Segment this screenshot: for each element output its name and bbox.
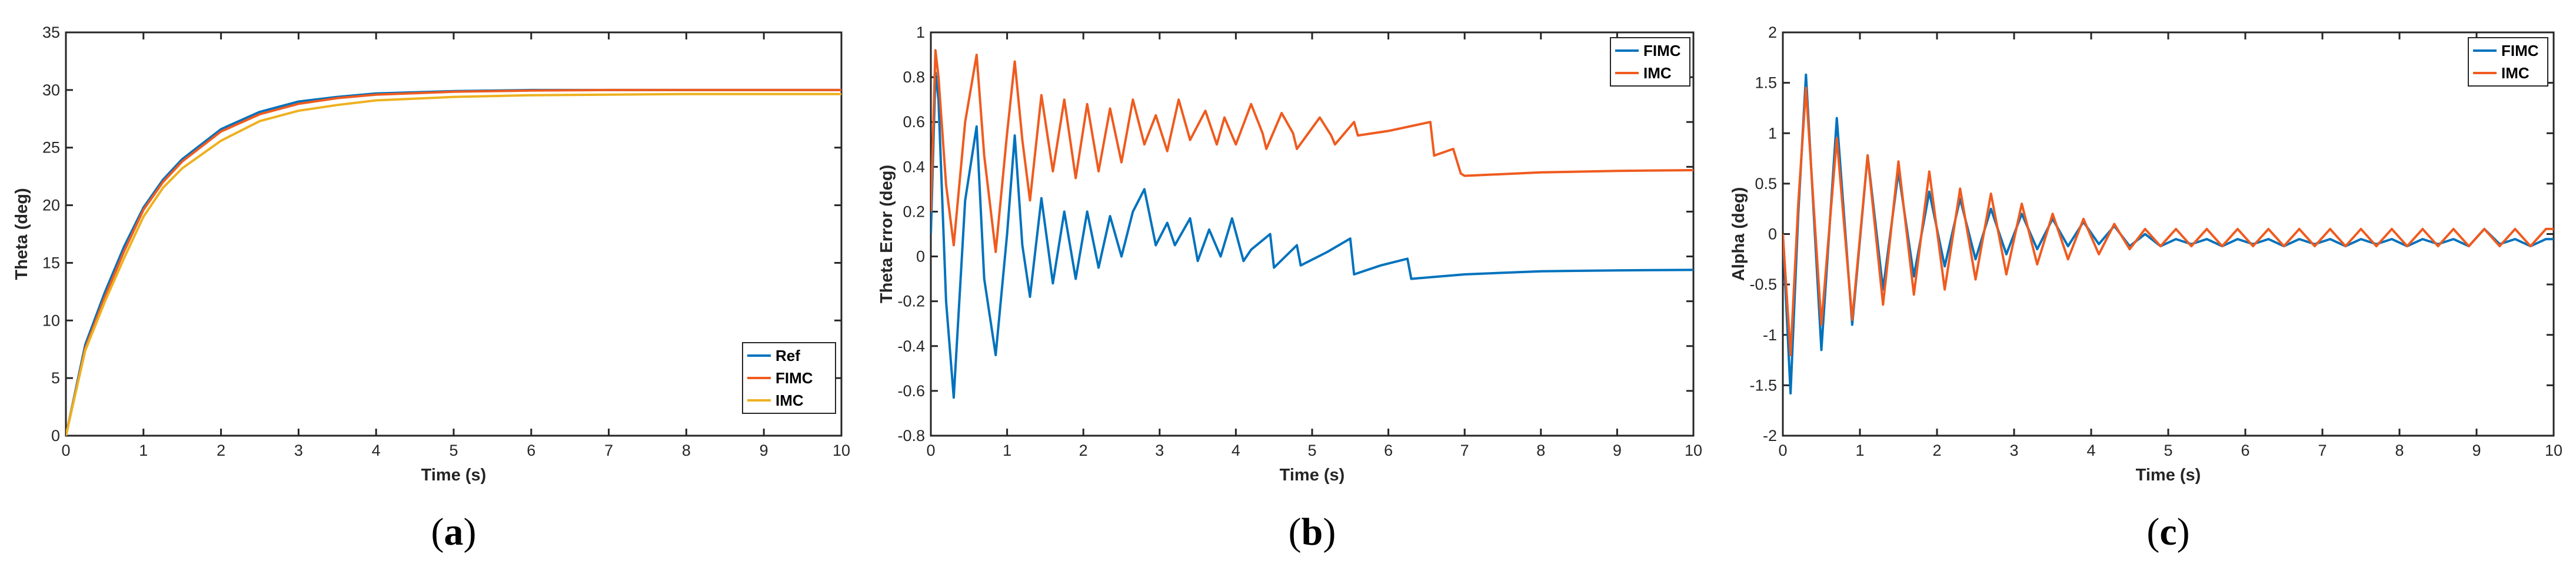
x-tick-label: 6	[527, 442, 535, 459]
panel-label: (c)	[2146, 510, 2189, 553]
legend-label: IMC	[776, 392, 804, 409]
x-tick-label: 10	[833, 442, 850, 459]
x-tick-label: 9	[1613, 442, 1622, 459]
x-tick-label: 0	[926, 442, 935, 459]
x-tick-label: 4	[1232, 442, 1240, 459]
y-tick-label: 0	[51, 427, 60, 445]
y-tick-label: 35	[42, 24, 60, 41]
y-tick-label: 5	[51, 369, 60, 387]
x-tick-label: 0	[61, 442, 70, 459]
y-tick-label: 30	[42, 81, 60, 99]
x-tick-label: 2	[217, 442, 225, 459]
x-tick-label: 10	[1685, 442, 1702, 459]
legend-label: Ref	[776, 347, 800, 364]
x-tick-label: 1	[1855, 442, 1864, 459]
x-tick-label: 4	[372, 442, 381, 459]
series-line-ref	[66, 88, 841, 436]
x-tick-label: 2	[1079, 442, 1088, 459]
series-line-fimc	[66, 88, 841, 436]
x-tick-label: 8	[682, 442, 691, 459]
y-tick-label: -1	[1763, 326, 1777, 344]
y-tick-label: -0.4	[897, 337, 925, 355]
x-tick-label: 8	[1536, 442, 1545, 459]
legend-label: IMC	[1643, 64, 1672, 82]
y-tick-label: -0.2	[897, 293, 925, 310]
legend: FIMC IMC	[2468, 37, 2548, 87]
x-axis-label: Time (s)	[1280, 466, 1345, 485]
x-tick-label: 7	[2318, 442, 2327, 459]
y-tick-label: 1.5	[1755, 74, 1777, 92]
axes-box	[1782, 31, 2555, 437]
y-tick-label: 1	[1768, 124, 1777, 142]
y-tick-label: -1.5	[1749, 376, 1777, 394]
x-tick-label: 3	[294, 442, 303, 459]
legend: FIMC IMC	[1610, 37, 1690, 87]
legend-label: FIMC	[776, 369, 813, 387]
x-axis-label: Time (s)	[2136, 466, 2201, 485]
y-tick-label: -0.6	[897, 382, 925, 400]
y-tick-label: 10	[42, 311, 60, 329]
y-tick-label: 15	[42, 254, 60, 271]
y-axis-label: Theta (deg)	[12, 188, 31, 280]
y-axis-label: Alpha (deg)	[1729, 187, 1748, 281]
x-tick-label: 6	[1384, 442, 1393, 459]
y-tick-label: 20	[42, 197, 60, 214]
series-line-imc	[1783, 87, 2554, 356]
x-tick-label: 3	[1155, 442, 1164, 459]
y-tick-label: 0	[916, 248, 925, 266]
x-tick-label: 1	[1003, 442, 1011, 459]
legend: Ref FIMC IMC	[742, 342, 836, 414]
x-axis-label: Time (s)	[421, 466, 487, 485]
x-tick-label: 7	[604, 442, 613, 459]
series-line-imc	[931, 49, 1693, 253]
legend-box	[2468, 37, 2548, 87]
chart-panel-c: 0 1 2 3 4 5 6 7 8 9 10 -2 -1.5 -1 -0.5 0 0.5 1 1.5 2 Time (s…	[1729, 24, 2562, 553]
legend-label: FIMC	[1643, 42, 1681, 59]
x-tick-label: 10	[2545, 442, 2562, 459]
legend-label: FIMC	[2501, 42, 2539, 59]
x-tick-label: 1	[139, 442, 148, 459]
x-tick-label: 5	[1307, 442, 1316, 459]
panel-label: (b)	[1289, 510, 1336, 553]
y-tick-label: 0.4	[903, 158, 925, 175]
y-tick-label: 0.6	[903, 113, 925, 131]
y-tick-label: 25	[42, 139, 60, 157]
x-tick-label: 9	[2472, 442, 2481, 459]
series-line-imc	[66, 92, 841, 436]
x-tick-label: 5	[2164, 442, 2172, 459]
x-tick-label: 0	[1778, 442, 1787, 459]
chart-panel-a: 0 1 2 3 4 5 6 7 8 9 10 0 5 10 15 20 25 30 35 Time (s) Theta …	[12, 24, 850, 553]
chart-panel-b: 0 1 2 3 4 5 6 7 8 9 10 -0.8 -0.6 -0.4 -0.2 0 0.2 0.4 0.6 0.…	[877, 24, 1702, 553]
y-tick-label: 0.2	[903, 203, 925, 220]
series-line-fimc	[1783, 73, 2554, 395]
y-tick-label: -0.5	[1749, 276, 1777, 293]
x-tick-label: 5	[449, 442, 458, 459]
y-tick-label: 0.5	[1755, 175, 1777, 193]
y-tick-label: 2	[1768, 24, 1777, 41]
y-tick-label: 1	[916, 24, 925, 41]
x-tick-label: 7	[1460, 442, 1469, 459]
legend-box	[1610, 37, 1690, 87]
panel-label: (a)	[431, 510, 477, 553]
series-line-fimc	[931, 71, 1693, 399]
y-tick-label: 0.8	[903, 68, 925, 86]
x-tick-label: 6	[2241, 442, 2249, 459]
y-tick-label: -2	[1763, 427, 1777, 445]
x-tick-label: 8	[2395, 442, 2404, 459]
x-tick-label: 3	[2009, 442, 2018, 459]
y-axis-label: Theta Error (deg)	[877, 165, 896, 303]
legend-label: IMC	[2501, 64, 2530, 82]
y-tick-label: -0.8	[897, 427, 925, 445]
x-tick-label: 2	[1932, 442, 1941, 459]
x-tick-label: 9	[760, 442, 768, 459]
x-tick-label: 4	[2086, 442, 2095, 459]
y-tick-label: 0	[1768, 226, 1777, 243]
